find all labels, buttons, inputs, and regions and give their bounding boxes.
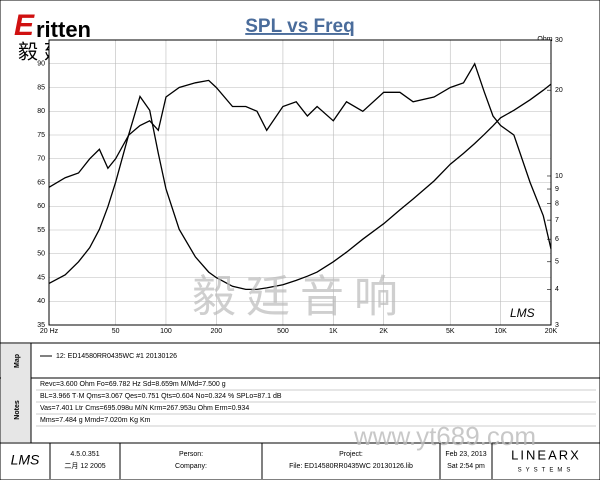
plot-logo: LMS — [510, 306, 535, 320]
x-tick-label: 5K — [446, 328, 455, 335]
x-tick-label: 500 — [277, 328, 289, 335]
y2-tick-label: 9 — [555, 186, 559, 193]
y-tick-label: 70 — [37, 156, 45, 163]
vendor-sub: SYSTEMS — [518, 468, 575, 474]
x-tick-label: 50 — [112, 328, 120, 335]
y2-tick-label: 4 — [555, 286, 559, 293]
y2-tick-label: 30 — [555, 37, 563, 44]
y2-tick-label: 6 — [555, 236, 559, 243]
y-tick-label: 45 — [37, 274, 45, 281]
y2-axis-label: Ohm — [537, 36, 552, 43]
vendor: LINEARX — [511, 447, 581, 462]
build-date: 二月 12 2005 — [64, 462, 105, 470]
x-tick-label: 200 — [210, 328, 222, 335]
y2-tick-label: 3 — [555, 322, 559, 329]
chart-title: SPL vs Freq — [245, 16, 354, 37]
plot-frame — [48, 39, 552, 326]
legend-entry: 12: ED14580RR0435WC #1 20130126 — [56, 353, 177, 360]
x-tick-label: 20K — [545, 328, 558, 335]
footer-logo: LMS — [11, 452, 40, 468]
x-tick-label: 1K — [329, 328, 338, 335]
y-tick-label: 85 — [37, 84, 45, 91]
x-tick-label: 2K — [379, 328, 388, 335]
logo-initial: E — [14, 9, 35, 42]
date: Feb 23, 2013 — [445, 451, 486, 458]
version: 4.5.0.351 — [70, 451, 99, 458]
map-label: Map — [14, 354, 21, 368]
series-line — [48, 62, 552, 250]
y-tick-label: 55 — [37, 227, 45, 234]
y2-tick-label: 8 — [555, 200, 559, 207]
note-line: Vas=7.401 Ltr Cms=695.098u M/N Krm=267.9… — [40, 405, 249, 412]
side-column — [1, 344, 31, 442]
notes-label: Notes — [14, 400, 21, 420]
y-tick-label: 65 — [37, 179, 45, 186]
x-tick-label: 10K — [494, 328, 507, 335]
y-tick-label: 50 — [37, 251, 45, 258]
y-tick-label: 80 — [37, 108, 45, 115]
note-line: BL=3.966 T·M Qms=3.067 Qes=0.751 Qts=0.6… — [40, 393, 282, 400]
y-tick-label: 75 — [37, 132, 45, 139]
y2-tick-label: 20 — [555, 87, 563, 94]
y-tick-label: 60 — [37, 203, 45, 210]
x-tick-label: 100 — [160, 328, 172, 335]
y2-tick-label: 5 — [555, 259, 559, 266]
watermark: 毅廷音响 — [192, 273, 408, 322]
notes: Revc=3.600 Ohm Fo=69.782 Hz Sd=8.659m M/… — [36, 381, 596, 427]
y-tick-label: 90 — [37, 61, 45, 68]
note-line: Mms=7.484 g Mmd=7.020m Kg Km — [40, 417, 151, 424]
y2-tick-label: 10 — [555, 173, 563, 180]
y2-tick-label: 7 — [555, 217, 559, 224]
series-line — [48, 83, 552, 291]
logo: ritten — [36, 17, 91, 42]
company: Company: — [175, 463, 207, 470]
watermark-url: www.yt689.com — [353, 421, 536, 451]
file: File: ED14580RR0435WC 20130126.lib — [289, 463, 413, 470]
note-line: Revc=3.600 Ohm Fo=69.782 Hz Sd=8.659m M/… — [40, 381, 226, 388]
y-tick-label: 35 — [37, 322, 45, 329]
person: Person: — [179, 451, 203, 458]
time: Sat 2:54 pm — [447, 463, 485, 470]
project: Project: — [339, 451, 363, 458]
plot: 20 Hz 50 100 200 500 1K 2K 5K 10K 20K354045505560… — [37, 37, 563, 335]
x-tick-label: 20 Hz — [40, 328, 59, 335]
y-tick-label: 40 — [37, 298, 45, 305]
